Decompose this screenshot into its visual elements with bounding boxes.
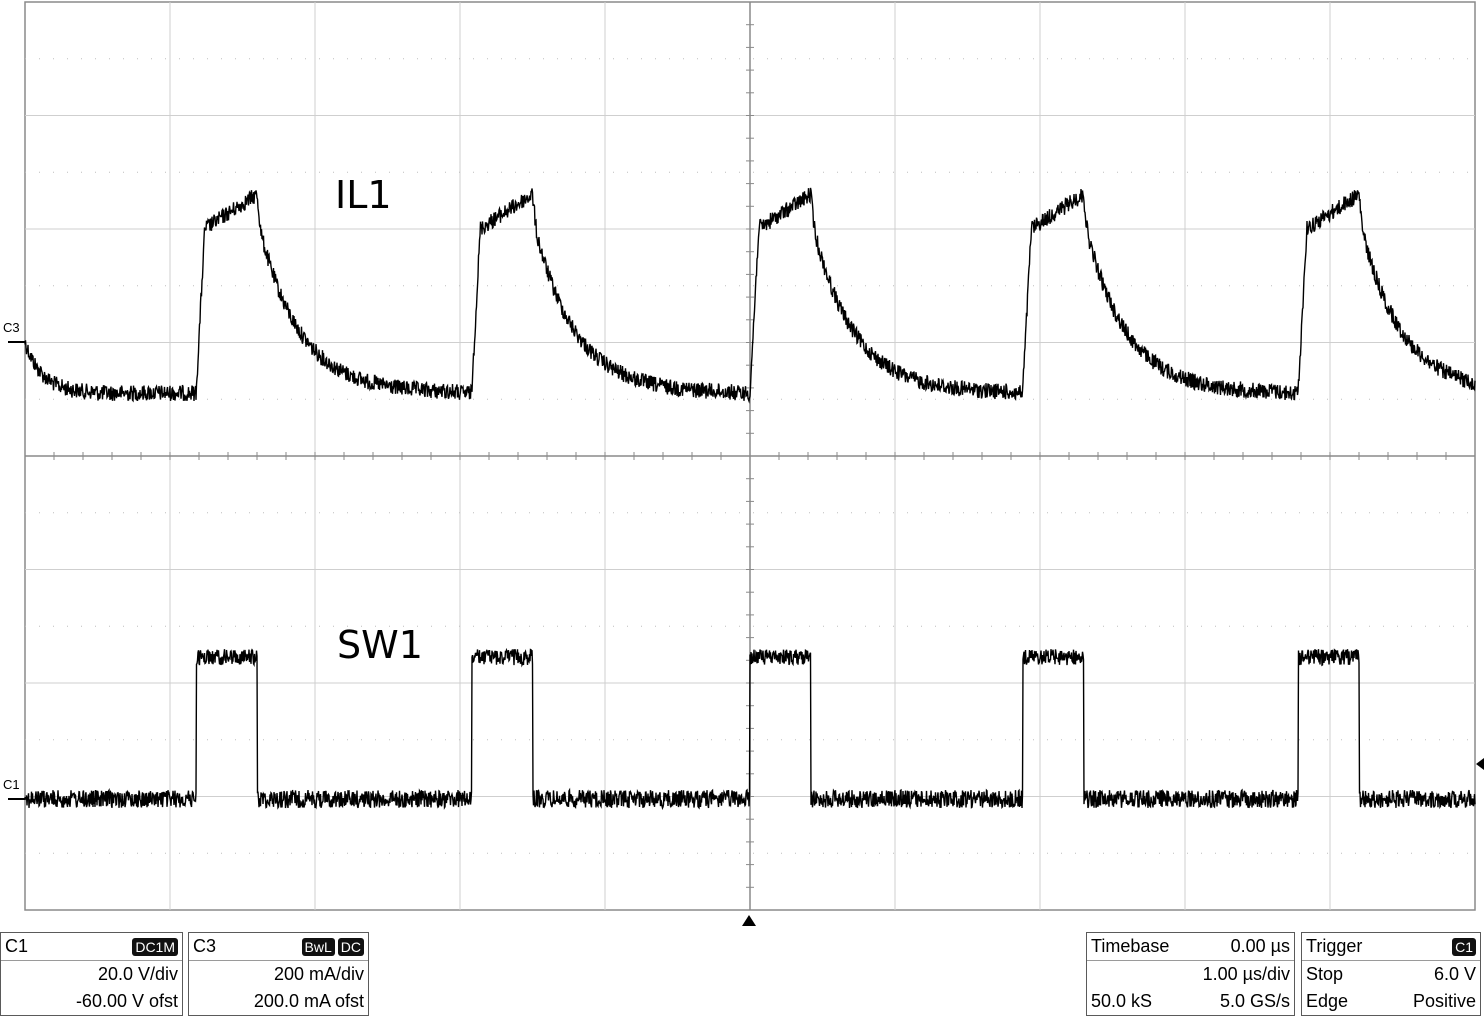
trigger-title: Trigger [1306,936,1363,956]
c1-offset: -60.00 V ofst [75,991,178,1011]
svg-text:C3: C3 [3,320,20,335]
timebase-scale: 1.00 µs/div [1202,964,1290,984]
c3-offset: 200.0 mA ofst [253,991,364,1011]
trigger-slope: Positive [1412,991,1476,1011]
c1-ground-marker: C1 [3,777,25,800]
c3-name: C3 [193,936,217,956]
timebase-info-box[interactable]: Timebase 0.00 µs 1.00 µs/div 50.0 kS 5.0… [1086,932,1295,1016]
c3-scale: 200 mA/div [273,964,364,984]
timebase-delay: 0.00 µs [1230,936,1290,956]
trigger-source-badge: C1 [1452,938,1476,956]
timebase-rate: 5.0 GS/s [1219,991,1290,1011]
trigger-position-marker [742,915,756,926]
c1-scale: 20.0 V/div [97,964,178,984]
il1-label: IL1 [335,173,392,217]
c3-coupling-badge: DC [337,938,364,956]
sw1-label: SW1 [337,623,423,667]
timebase-samples: 50.0 kS [1091,991,1153,1011]
il1-trace [24,187,1476,404]
timebase-title: Timebase [1091,936,1170,956]
c1-name: C1 [5,936,29,956]
svg-text:C1: C1 [3,777,20,792]
c3-bandwidth-badge: BwL [301,938,335,956]
c3-info-box[interactable]: C3 BwL DC 200 mA/div 200.0 mA ofst [188,932,369,1016]
c1-info-box[interactable]: C1 DC1M 20.0 V/div -60.00 V ofst [0,932,183,1016]
sw1-trace [24,647,1476,811]
trigger-type: Edge [1306,991,1349,1011]
c1-coupling-badge: DC1M [132,938,178,956]
trigger-info-box[interactable]: Trigger C1 Stop 6.0 V Edge Positive [1301,932,1481,1016]
trigger-mode: Stop [1306,964,1344,984]
trigger-level-marker [1476,758,1484,770]
oscilloscope-display: IL1 SW1 C3 C1 [3,1,1484,926]
trigger-level: 6.0 V [1433,964,1476,984]
c3-ground-marker: C3 [3,320,25,343]
